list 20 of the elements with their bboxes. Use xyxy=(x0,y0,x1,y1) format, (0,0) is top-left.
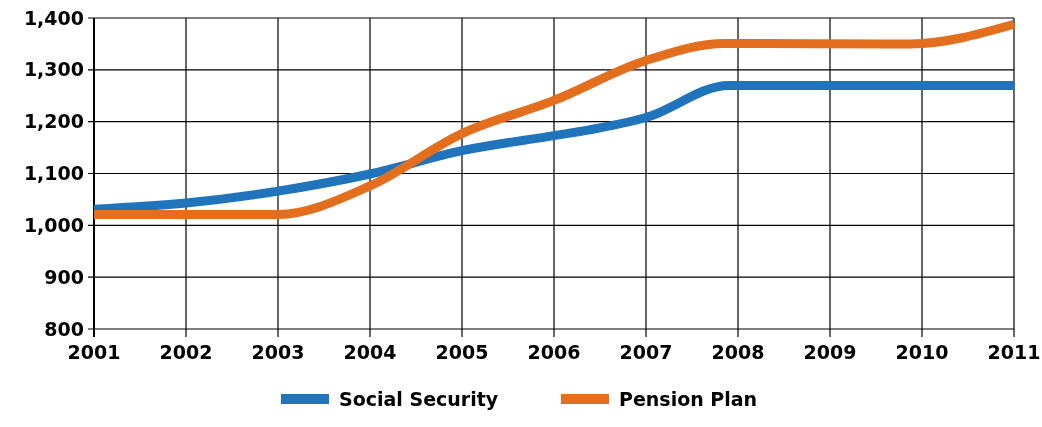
y-tick-label: 1,300 xyxy=(23,58,84,81)
legend-label: Pension Plan xyxy=(619,387,758,410)
x-tick-label: 2011 xyxy=(987,341,1041,363)
x-tick-label: 2002 xyxy=(159,341,213,363)
x-tick-label: 2006 xyxy=(527,341,581,363)
y-tick-label: 1,200 xyxy=(23,110,84,133)
x-tick-label: 2001 xyxy=(67,341,121,363)
y-tick-label: 800 xyxy=(44,317,84,340)
x-tick-label: 2009 xyxy=(803,341,857,363)
x-tick-label: 2010 xyxy=(895,341,949,363)
x-tick-label: 2007 xyxy=(619,341,673,363)
y-tick-label: 1,400 xyxy=(23,6,84,29)
x-tick-label: 2005 xyxy=(435,341,489,363)
y-tick-label: 1,000 xyxy=(23,213,84,236)
legend-label: Social Security xyxy=(339,387,499,410)
x-tick-label: 2004 xyxy=(343,341,397,363)
y-tick-label: 1,100 xyxy=(23,162,84,185)
x-tick-label: 2008 xyxy=(711,341,765,363)
x-tick-label: 2003 xyxy=(251,341,305,363)
y-tick-label: 900 xyxy=(44,265,84,288)
